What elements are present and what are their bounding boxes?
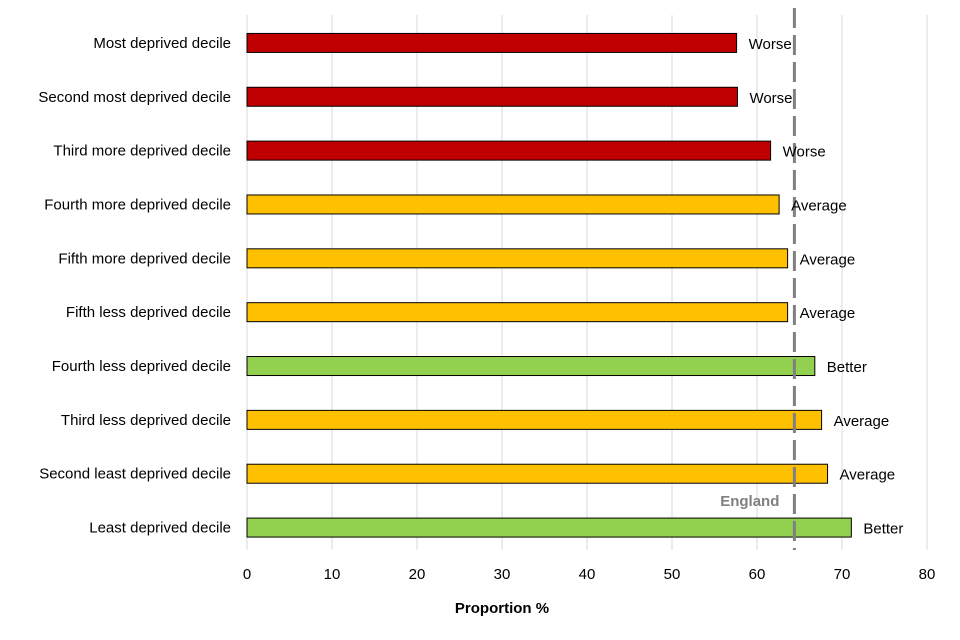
category-label: Most deprived decile	[93, 35, 231, 52]
category-label: Fifth more deprived decile	[58, 250, 231, 267]
x-tick-label: 10	[324, 566, 341, 583]
category-label: Least deprived decile	[89, 520, 231, 537]
bar	[246, 32, 738, 53]
x-tick-label: 20	[409, 566, 426, 583]
x-tick-label: 60	[749, 566, 766, 583]
status-label: Better	[863, 521, 903, 538]
england-reference: England	[720, 8, 796, 550]
category-label: Fourth more deprived decile	[44, 196, 231, 213]
bars	[246, 32, 852, 538]
status-label: Worse	[749, 90, 792, 107]
bar	[246, 140, 772, 161]
category-label: Third less deprived decile	[61, 412, 231, 429]
england-reference-label: England	[720, 493, 779, 510]
bar	[246, 248, 789, 269]
status-label: Average	[834, 413, 890, 430]
status-label: Better	[827, 359, 867, 376]
status-label: Worse	[783, 144, 826, 161]
bar	[246, 356, 816, 377]
category-label: Second least deprived decile	[39, 466, 231, 483]
bar	[246, 517, 852, 538]
bar	[246, 463, 829, 484]
status-label: Average	[791, 197, 847, 214]
status-label: Average	[840, 467, 896, 484]
status-label: Average	[800, 305, 856, 322]
x-tick-label: 40	[579, 566, 596, 583]
x-tick-label: 0	[243, 566, 251, 583]
status-label: Average	[800, 251, 856, 268]
bar	[246, 409, 823, 430]
x-tick-label: 70	[834, 566, 851, 583]
category-label: Third more deprived decile	[53, 143, 231, 160]
category-label: Fourth less deprived decile	[52, 358, 231, 375]
labels: 0 10 20 30 40 50 60 70 80 Most deprived decile Wor…	[38, 35, 935, 583]
category-label: Second most deprived decile	[38, 89, 231, 106]
x-tick-label: 30	[494, 566, 511, 583]
x-axis-title: Proportion %	[455, 600, 549, 617]
category-label: Fifth less deprived decile	[66, 304, 231, 321]
bar	[246, 302, 789, 323]
x-tick-label: 50	[664, 566, 681, 583]
status-label: Worse	[749, 36, 792, 53]
bar	[246, 194, 780, 215]
bar	[246, 86, 738, 107]
x-tick-label: 80	[919, 566, 936, 583]
